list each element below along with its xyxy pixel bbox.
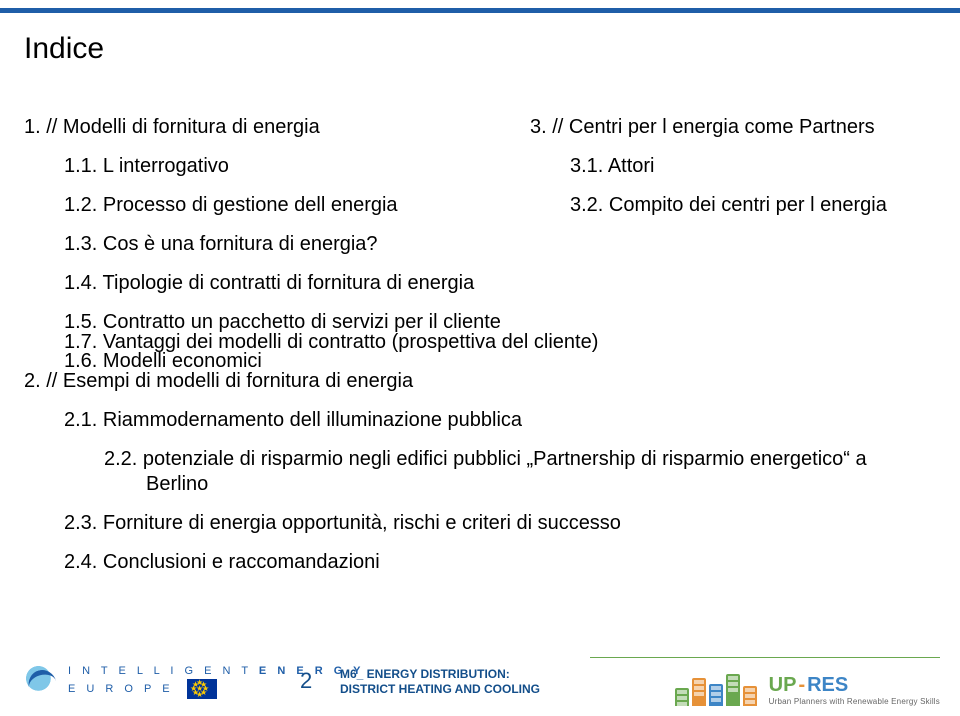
footer-green-rule xyxy=(590,657,940,658)
building-icon xyxy=(726,674,740,706)
item-2-1: 2.1. Riammodernamento dell illuminazione… xyxy=(64,408,924,433)
upres-name: UP-RES xyxy=(769,674,849,697)
page-number: 2 xyxy=(300,668,312,694)
intelligent-energy-logo: I N T E L L I G E N T E N E R G Y E U R … xyxy=(24,664,364,700)
eu-flag-icon xyxy=(187,679,217,699)
page-title: Indice xyxy=(24,32,104,66)
ie-logo-text: I N T E L L I G E N T E N E R G Y E U R … xyxy=(68,665,364,699)
item-1-3: 1.3. Cos è una fornitura di energia? xyxy=(64,232,504,257)
building-icon xyxy=(692,678,706,706)
swoosh-icon xyxy=(24,664,60,700)
res-text: RES xyxy=(807,674,848,697)
up-text: UP xyxy=(769,674,797,697)
item-1-7: 1.7. Vantaggi dei modelli di contratto (… xyxy=(64,330,924,355)
item-1: 1. // Modelli di fornitura di energia xyxy=(24,115,504,140)
module-line2: DISTRICT HEATING AND COOLING xyxy=(340,682,540,698)
ie-line2: E U R O P E xyxy=(68,683,174,695)
item-3-1: 3.1. Attori xyxy=(570,154,930,179)
building-icon xyxy=(709,684,723,706)
dash-text: - xyxy=(798,674,805,697)
upres-logo: UP-RES Urban Planners with Renewable Ene… xyxy=(620,674,940,706)
item-1-1: 1.1. L interrogativo xyxy=(64,154,504,179)
module-line1: M6_ ENERGY DISTRIBUTION: xyxy=(340,667,540,683)
top-rule xyxy=(0,8,960,13)
item-2-4: 2.4. Conclusioni e raccomandazioni xyxy=(64,550,924,575)
item-2: 2. // Esempi di modelli di fornitura di … xyxy=(24,369,924,394)
ie-line1: I N T E L L I G E N T xyxy=(68,665,252,677)
item-1-4: 1.4. Tipologie di contratti di fornitura… xyxy=(64,271,504,296)
module-label: M6_ ENERGY DISTRIBUTION: DISTRICT HEATIN… xyxy=(340,667,540,698)
outline-lower: 1.7. Vantaggi dei modelli di contratto (… xyxy=(24,330,924,589)
outline-right-column: 3. // Centri per l energia come Partners… xyxy=(530,115,930,232)
item-2-3: 2.3. Forniture di energia opportunità, r… xyxy=(64,511,924,536)
item-3: 3. // Centri per l energia come Partners xyxy=(530,115,930,140)
building-icon xyxy=(675,688,689,706)
slide-footer: I N T E L L I G E N T E N E R G Y E U R … xyxy=(0,636,960,716)
upres-subtitle: Urban Planners with Renewable Energy Ski… xyxy=(769,697,940,706)
item-2-2: 2.2. potenziale di risparmio negli edifi… xyxy=(104,447,924,497)
buildings-icon xyxy=(675,674,757,706)
item-3-2: 3.2. Compito dei centri per l energia xyxy=(570,193,930,218)
item-1-2: 1.2. Processo di gestione dell energia xyxy=(64,193,504,218)
building-icon xyxy=(743,686,757,706)
